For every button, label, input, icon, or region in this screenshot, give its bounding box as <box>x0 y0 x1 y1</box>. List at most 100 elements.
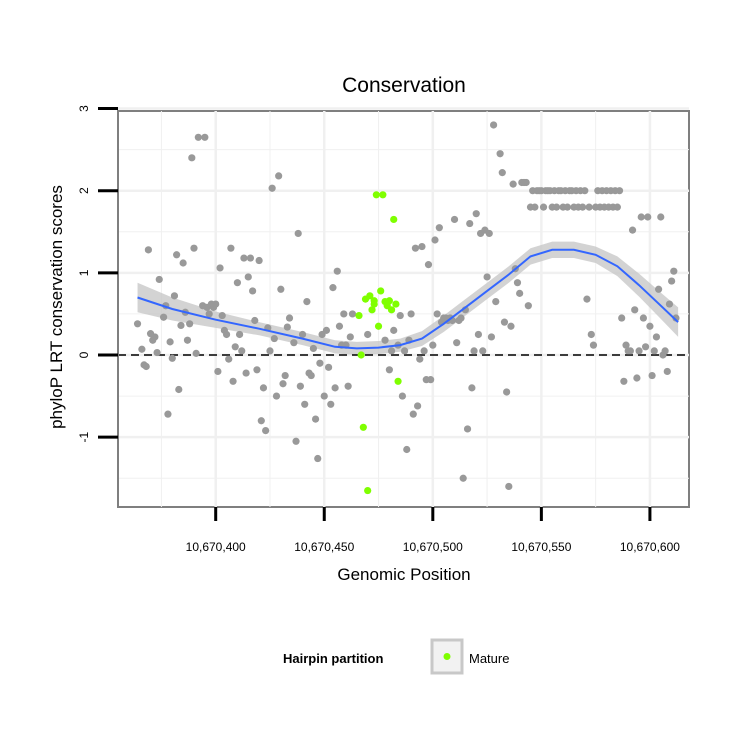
data-point <box>472 210 480 218</box>
data-point <box>435 224 443 232</box>
data-point <box>329 284 337 292</box>
data-point <box>633 374 641 382</box>
data-point <box>142 362 150 371</box>
data-point-mature <box>394 377 402 385</box>
data-point <box>281 371 289 380</box>
data-point <box>244 273 252 281</box>
data-point <box>309 344 317 353</box>
data-point <box>235 330 244 339</box>
x-tick-label: 10,670,600 <box>620 540 680 554</box>
data-point <box>348 310 357 318</box>
legend-key-mature-point <box>443 653 451 660</box>
data-point <box>466 219 474 228</box>
x-tick-label: 10,670,500 <box>403 540 463 554</box>
data-point <box>387 347 396 355</box>
data-point <box>615 187 624 195</box>
data-point <box>418 242 426 251</box>
data-point <box>635 347 643 355</box>
data-point <box>155 275 163 284</box>
data-point <box>414 402 422 410</box>
data-point <box>175 385 183 394</box>
data-point <box>665 300 674 308</box>
data-point <box>285 314 294 322</box>
data-point <box>262 426 270 435</box>
data-point <box>216 264 224 272</box>
data-point <box>492 298 500 306</box>
data-point <box>298 330 307 339</box>
data-point <box>644 213 652 221</box>
data-point <box>390 326 398 334</box>
data-point <box>272 392 281 400</box>
data-point <box>672 314 680 322</box>
data-point <box>424 261 433 269</box>
data-point <box>205 310 213 318</box>
data-point <box>292 437 300 445</box>
data-point <box>229 377 237 385</box>
data-point <box>637 213 645 221</box>
data-point <box>283 323 291 331</box>
data-point <box>631 306 639 314</box>
data-point <box>459 474 467 482</box>
data-point <box>153 348 161 357</box>
data-point <box>275 172 283 180</box>
data-point <box>613 203 621 211</box>
data-point <box>463 425 472 433</box>
data-point <box>398 392 407 400</box>
data-point <box>498 169 506 177</box>
data-point <box>539 203 548 211</box>
data-point <box>496 150 504 158</box>
smooth-curve <box>137 248 679 350</box>
data-point-mature <box>370 297 378 305</box>
data-point <box>524 302 532 310</box>
data-point <box>233 279 242 287</box>
data-point <box>322 326 331 334</box>
data-point <box>485 229 493 238</box>
data-point <box>411 244 420 252</box>
data-point <box>194 133 202 141</box>
data-point <box>190 244 198 252</box>
data-point <box>516 289 524 297</box>
data-point <box>333 267 341 275</box>
legend: Hairpin partition Mature <box>283 638 509 675</box>
data-points <box>133 121 680 495</box>
data-point-mature <box>361 295 370 303</box>
data-point <box>173 251 181 259</box>
data-point <box>138 345 146 353</box>
data-point <box>218 311 226 320</box>
y-tick-label: 2 <box>77 187 91 194</box>
x-tick-label: 10,670,450 <box>294 540 354 554</box>
data-point <box>212 300 220 308</box>
data-point <box>487 333 496 341</box>
data-point <box>240 254 248 262</box>
data-point <box>222 330 231 339</box>
data-point <box>346 333 354 341</box>
data-point <box>650 347 658 355</box>
data-point <box>587 330 595 339</box>
legend-label-mature: Mature <box>469 651 509 666</box>
data-point <box>407 310 415 318</box>
data-point <box>238 347 246 355</box>
data-point <box>201 133 209 141</box>
grid-lines <box>118 107 689 507</box>
data-point <box>427 376 435 384</box>
data-point-mature <box>364 486 372 495</box>
y-tick-label: 3 <box>77 105 91 112</box>
data-point-mature <box>379 191 387 199</box>
data-point <box>468 384 476 392</box>
data-point <box>433 310 441 318</box>
data-point <box>214 367 222 376</box>
y-tick-label: -1 <box>77 432 91 443</box>
data-point-mature <box>368 306 376 314</box>
data-point <box>231 343 239 351</box>
data-point <box>364 330 372 339</box>
data-point <box>344 382 352 390</box>
data-point <box>183 336 192 344</box>
data-point <box>268 184 276 192</box>
data-point <box>301 400 309 408</box>
data-point-mature <box>359 423 367 431</box>
data-point <box>144 246 152 254</box>
data-point <box>479 347 487 355</box>
data-point <box>513 279 522 287</box>
data-point <box>255 256 263 265</box>
x-axis-title: Genomic Position <box>337 565 470 584</box>
